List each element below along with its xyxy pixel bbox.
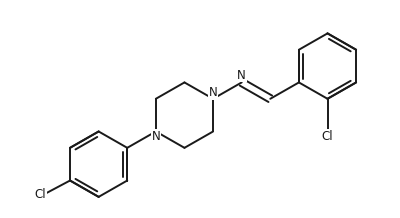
Text: Cl: Cl — [322, 130, 333, 143]
Text: N: N — [209, 86, 218, 99]
Text: N: N — [237, 69, 246, 82]
Text: Cl: Cl — [35, 188, 46, 201]
Text: N: N — [152, 130, 160, 143]
